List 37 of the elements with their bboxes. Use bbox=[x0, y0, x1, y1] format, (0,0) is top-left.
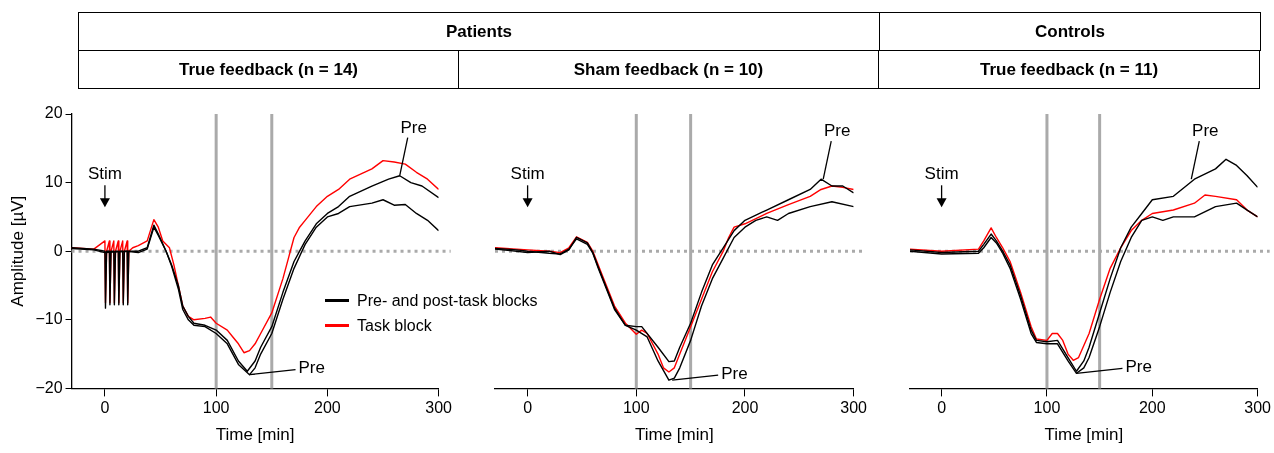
x-tick-label: 0 bbox=[523, 399, 533, 417]
annotation: Pre bbox=[1192, 121, 1219, 141]
x-tick-label: 300 bbox=[1244, 399, 1272, 417]
x-axis-title: Time [min] bbox=[215, 425, 295, 445]
annotation: Pre bbox=[298, 358, 325, 378]
annotation: Stim bbox=[87, 164, 122, 184]
annotation: Pre bbox=[1125, 357, 1152, 376]
chart-subtitle: True feedback (n = 11) bbox=[878, 50, 1260, 89]
y-tick-label: −20 bbox=[35, 378, 63, 396]
chart-subtitle: Sham feedback (n = 10) bbox=[458, 50, 879, 89]
annotation: Pre bbox=[400, 117, 427, 137]
y-tick-label: 0 bbox=[53, 241, 63, 259]
x-tick-label: 200 bbox=[314, 399, 341, 417]
x-tick-label: 100 bbox=[1033, 399, 1061, 417]
x-axis-title: Time [min] bbox=[634, 425, 714, 445]
x-tick-label: 200 bbox=[1138, 399, 1166, 417]
legend-label: Task block bbox=[357, 316, 432, 336]
text: Patients bbox=[78, 12, 880, 51]
x-tick-label: 0 bbox=[937, 399, 947, 417]
legend-label: Pre- and post-task blocks bbox=[357, 291, 538, 311]
x-tick-label: 100 bbox=[622, 399, 650, 417]
x-tick-label: 300 bbox=[425, 399, 453, 417]
x-tick-label: 300 bbox=[840, 399, 868, 417]
annotation: Pre bbox=[721, 363, 748, 383]
x-tick-label: 0 bbox=[100, 399, 110, 417]
annotation: Pre bbox=[823, 121, 851, 141]
annotation: Stim bbox=[924, 164, 959, 184]
chart-subtitle: True feedback (n = 14) bbox=[78, 50, 459, 89]
y-axis-title: Amplitude [µV] bbox=[7, 195, 27, 307]
x-axis-title: Time [min] bbox=[1044, 425, 1124, 445]
y-tick-label: −10 bbox=[35, 310, 63, 328]
x-tick-label: 100 bbox=[202, 399, 230, 417]
chart-title: Controls bbox=[879, 12, 1261, 51]
x-tick-label: 200 bbox=[731, 399, 759, 417]
annotation: Stim bbox=[510, 164, 545, 184]
y-tick-label: 20 bbox=[44, 104, 63, 122]
y-tick-label: 10 bbox=[44, 173, 63, 191]
